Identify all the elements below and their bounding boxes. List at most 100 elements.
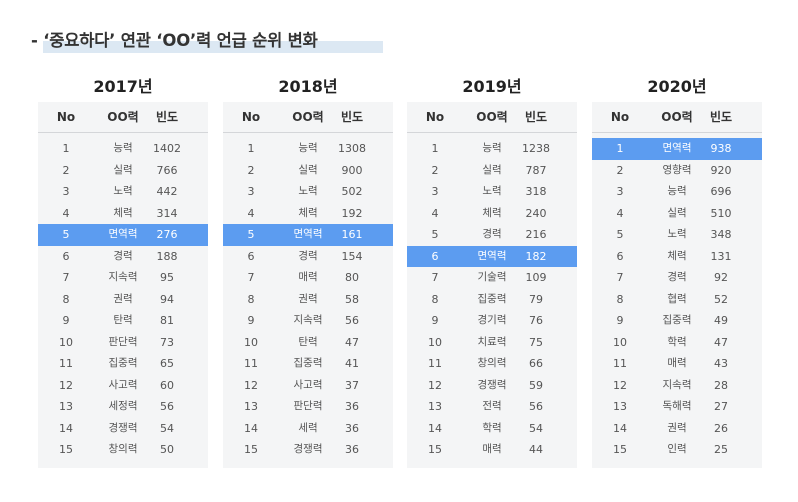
header-name: OO력 xyxy=(661,110,693,124)
cell-name: 면역력 xyxy=(108,228,138,240)
cell-frequency: 161 xyxy=(341,228,363,241)
table-row: 7 매력 80 xyxy=(223,267,393,289)
table-row: 2 실력 787 xyxy=(407,160,577,182)
header-no: No xyxy=(56,110,76,124)
table-row: 1 능력 1402 xyxy=(38,138,208,160)
table-row: 6 경력 188 xyxy=(38,246,208,268)
cell-frequency: 81 xyxy=(160,314,174,327)
cell-name: 경력 xyxy=(113,249,133,262)
table-header: No OO력 빈도 xyxy=(223,102,393,132)
table-row: 9 집중력 49 xyxy=(592,310,762,332)
cell-rank: 14 xyxy=(59,421,73,435)
cell-rank: 4 xyxy=(62,206,70,220)
cell-frequency: 75 xyxy=(529,335,543,349)
cell-rank: 14 xyxy=(244,421,258,435)
cell-name: 지속력 xyxy=(662,378,692,391)
cell-name: 실력 xyxy=(482,163,502,176)
cell-frequency: 131 xyxy=(710,249,732,263)
cell-rank: 4 xyxy=(247,206,255,220)
table-row: 3 노력 502 xyxy=(223,181,393,203)
cell-frequency: 240 xyxy=(525,206,547,220)
cell-rank: 13 xyxy=(244,400,258,413)
table-row: 15 경쟁력 36 xyxy=(223,439,393,461)
cell-frequency: 696 xyxy=(710,185,732,198)
cell-rank: 6 xyxy=(62,249,70,263)
cell-frequency: 1238 xyxy=(522,142,550,155)
cell-rank: 10 xyxy=(59,335,73,349)
cell-name: 경력 xyxy=(298,249,318,262)
cell-frequency: 1308 xyxy=(338,142,366,155)
highlighted-row: 5 면역력 276 xyxy=(38,224,208,246)
table-body: 1 능력 1402 2 실력 766 3 노력 442 4 체력 314 5 면역력 276 6 경력 188 7 지… xyxy=(38,138,208,461)
cell-name: 권력 xyxy=(298,292,318,305)
table-row: 7 기술력 109 xyxy=(407,267,577,289)
panel-year-title: 2019년 xyxy=(462,77,522,96)
cell-name: 판단력 xyxy=(293,400,323,412)
cell-name: 권력 xyxy=(667,421,687,434)
cell-frequency: 95 xyxy=(160,271,174,284)
cell-rank: 1 xyxy=(247,142,255,155)
cell-name: 집중력 xyxy=(293,357,323,369)
cell-name: 능력 xyxy=(113,142,133,154)
cell-name: 노력 xyxy=(113,185,133,197)
cell-rank: 11 xyxy=(59,357,73,370)
table-header: No OO력 빈도 xyxy=(38,102,208,132)
header-no: No xyxy=(241,110,261,124)
cell-frequency: 50 xyxy=(160,443,174,456)
cell-rank: 2 xyxy=(62,163,70,177)
cell-frequency: 94 xyxy=(160,292,174,306)
ranking-table: No OO력 빈도 1 능력 1308 2 실력 900 3 노력 502 4 체력 192 5 면역력 161 6… xyxy=(223,102,393,468)
table-row: 8 협력 52 xyxy=(592,289,762,311)
table-row: 11 매력 43 xyxy=(592,353,762,375)
cell-frequency: 442 xyxy=(156,185,178,198)
cell-rank: 7 xyxy=(431,271,439,284)
header-frequency: 빈도 xyxy=(340,110,364,124)
cell-name: 인력 xyxy=(667,443,687,455)
table-row: 4 체력 240 xyxy=(407,203,577,225)
cell-name: 독해력 xyxy=(662,400,692,412)
cell-frequency: 47 xyxy=(714,335,728,349)
cell-frequency: 76 xyxy=(529,314,543,327)
table-row: 12 사고력 37 xyxy=(223,375,393,397)
cell-frequency: 56 xyxy=(160,400,174,413)
table-row: 7 경력 92 xyxy=(592,267,762,289)
cell-name: 탄력 xyxy=(113,314,133,326)
cell-rank: 10 xyxy=(428,335,442,349)
cell-frequency: 766 xyxy=(156,163,178,177)
table-row: 3 능력 696 xyxy=(592,181,762,203)
cell-name: 경쟁력 xyxy=(108,421,138,434)
table-row: 12 사고력 60 xyxy=(38,375,208,397)
cell-name: 권력 xyxy=(113,292,133,305)
cell-frequency: 216 xyxy=(525,228,547,241)
cell-frequency: 44 xyxy=(529,443,543,456)
cell-name: 세력 xyxy=(298,421,318,434)
cell-rank: 6 xyxy=(616,249,624,263)
panel-year-title: 2020년 xyxy=(647,77,707,96)
table-row: 6 경력 154 xyxy=(223,246,393,268)
cell-name: 노력 xyxy=(667,228,687,240)
cell-rank: 11 xyxy=(613,357,627,370)
cell-rank: 14 xyxy=(428,421,442,435)
cell-rank: 5 xyxy=(616,228,624,241)
cell-rank: 9 xyxy=(62,314,70,327)
ranking-table: No OO력 빈도 1 능력 1238 2 실력 787 3 노력 318 4 체력 240 5 경력 216 6 면… xyxy=(407,102,577,468)
table-row: 10 탄력 47 xyxy=(223,332,393,354)
header-frequency: 빈도 xyxy=(155,110,179,124)
cell-rank: 13 xyxy=(428,400,442,413)
cell-rank: 8 xyxy=(247,292,255,306)
cell-name: 판단력 xyxy=(108,335,138,348)
cell-name: 실력 xyxy=(298,163,318,176)
cell-frequency: 900 xyxy=(341,163,363,177)
cell-frequency: 56 xyxy=(529,400,543,413)
cell-frequency: 49 xyxy=(714,314,728,327)
table-row: 14 학력 54 xyxy=(407,418,577,440)
cell-frequency: 154 xyxy=(341,249,363,263)
table-row: 13 독해력 27 xyxy=(592,396,762,418)
cell-rank: 13 xyxy=(59,400,73,413)
table-row: 14 권력 26 xyxy=(592,418,762,440)
cell-rank: 1 xyxy=(616,142,624,155)
cell-name: 체력 xyxy=(298,206,318,219)
cell-frequency: 787 xyxy=(525,163,547,177)
cell-name: 매력 xyxy=(298,271,318,283)
cell-rank: 10 xyxy=(613,335,627,349)
